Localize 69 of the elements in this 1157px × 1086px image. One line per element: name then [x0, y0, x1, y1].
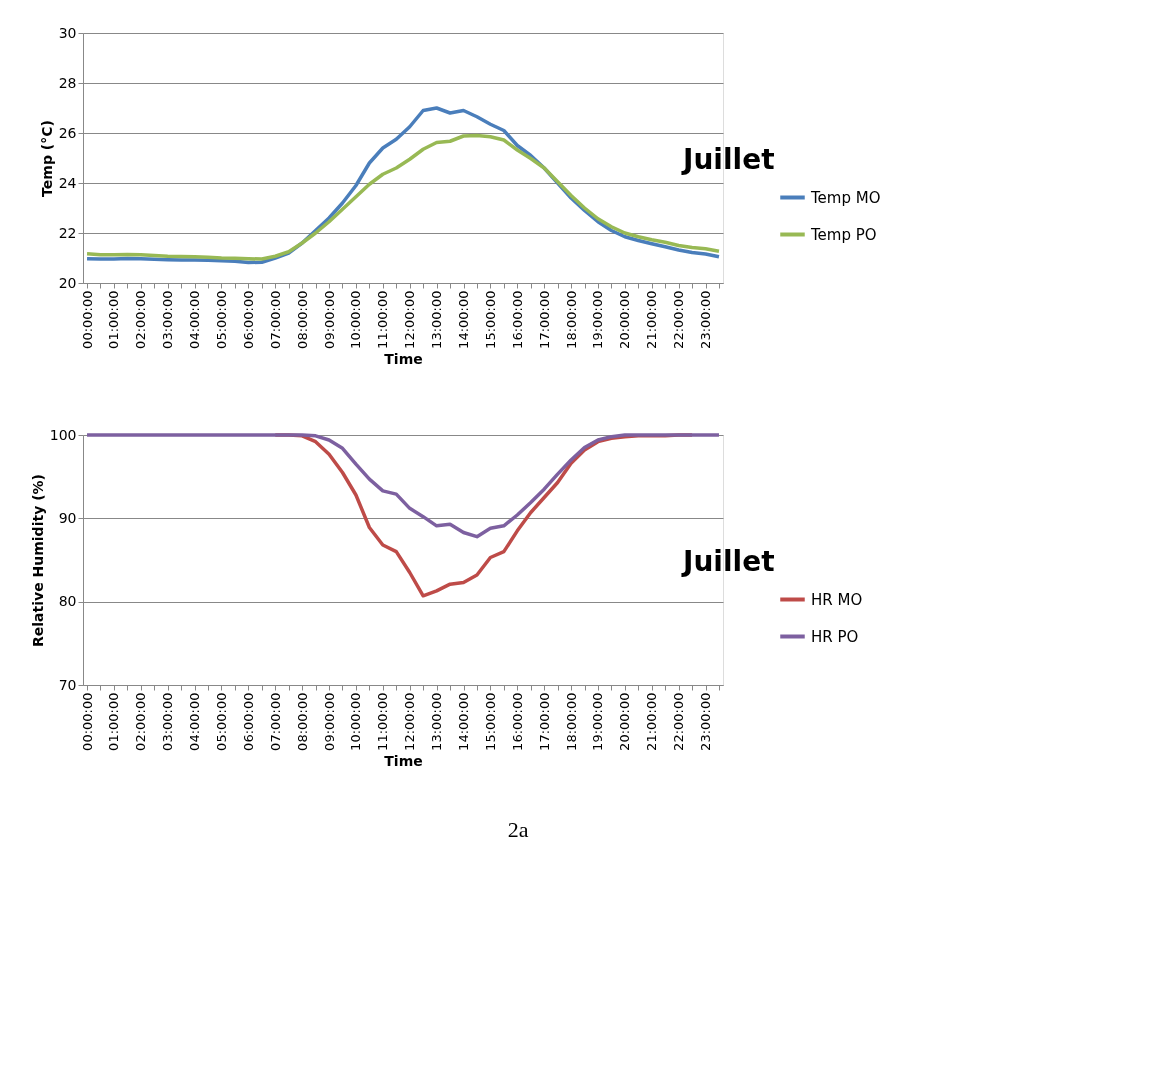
y-tick-label: 28 [58, 74, 77, 91]
x-tick-label: 04:00:00 [187, 692, 203, 751]
x-tick-label: 21:00:00 [644, 290, 660, 349]
legend-label: Temp MO [810, 188, 881, 207]
x-tick-label: 01:00:00 [106, 692, 122, 751]
y-tick-label: 30 [58, 24, 77, 41]
text: Juillet [681, 544, 775, 578]
x-tick-label: 07:00:00 [267, 692, 283, 751]
x-tick-label: 03:00:00 [160, 692, 176, 751]
x-axis-title: Time [384, 752, 423, 769]
x-tick-label: 11:00:00 [375, 290, 391, 349]
y-tick-label: 80 [58, 593, 77, 610]
x-tick-label: 12:00:00 [402, 692, 418, 751]
x-tick-label: 00:00:00 [79, 692, 95, 751]
x-tick-label: 03:00:00 [160, 290, 176, 349]
x-tick-label: 04:00:00 [187, 290, 203, 349]
x-tick-label: 19:00:00 [590, 692, 606, 751]
y-tick-label: 22 [58, 224, 77, 241]
x-tick-label: 17:00:00 [536, 692, 552, 751]
x-tick-label: 10:00:00 [348, 290, 364, 349]
x-tick-label: 08:00:00 [294, 692, 310, 751]
y-axis-title: Relative Humidity (%) [29, 474, 46, 647]
x-tick-label: 16:00:00 [509, 290, 525, 349]
x-tick-label: 13:00:00 [429, 692, 445, 751]
legend-label: Temp PO [810, 225, 877, 244]
x-tick-label: 14:00:00 [456, 692, 471, 751]
text: 2a [507, 817, 529, 842]
x-tick-label: 23:00:00 [698, 290, 714, 349]
x-axis-title: Time [384, 350, 423, 367]
y-tick-label: 24 [58, 174, 77, 191]
x-tick-label: 09:00:00 [321, 290, 337, 349]
y-tick-label: 26 [58, 124, 77, 141]
x-tick-label: 02:00:00 [133, 290, 149, 349]
x-tick-label: 02:00:00 [133, 692, 149, 751]
x-tick-label: 06:00:00 [240, 290, 256, 349]
x-tick-label: 17:00:00 [536, 290, 552, 349]
x-tick-label: 18:00:00 [563, 692, 579, 751]
x-tick-label: 11:00:00 [375, 692, 391, 751]
legend-label: HR PO [811, 627, 859, 646]
y-tick-label: 20 [58, 274, 77, 291]
x-tick-label: 22:00:00 [671, 692, 687, 751]
x-tick-label: 05:00:00 [213, 290, 229, 349]
x-tick-label: 18:00:00 [563, 290, 579, 349]
y-tick-label: 100 [49, 426, 77, 443]
x-tick-label: 15:00:00 [482, 692, 498, 751]
x-tick-label: 16:00:00 [509, 692, 525, 751]
x-tick-label: 09:00:00 [321, 692, 337, 751]
x-tick-label: 13:00:00 [429, 290, 445, 349]
x-tick-label: 20:00:00 [617, 692, 633, 751]
x-tick-label: 00:00:00 [79, 290, 95, 349]
y-axis-title: Temp (°C) [38, 120, 55, 197]
x-tick-label: 15:00:00 [482, 290, 498, 349]
x-tick-label: 07:00:00 [267, 290, 283, 349]
x-tick-label: 05:00:00 [213, 692, 229, 751]
x-tick-label: 14:00:00 [456, 290, 471, 349]
x-tick-label: 23:00:00 [698, 692, 714, 751]
text: Juillet [681, 142, 775, 176]
y-tick-label: 70 [58, 676, 77, 693]
x-tick-label: 08:00:00 [294, 290, 310, 349]
x-tick-label: 10:00:00 [348, 692, 364, 751]
x-tick-label: 22:00:00 [671, 290, 687, 349]
x-tick-label: 20:00:00 [617, 290, 633, 349]
x-tick-label: 06:00:00 [240, 692, 256, 751]
x-tick-label: 19:00:00 [590, 290, 606, 349]
x-tick-label: 21:00:00 [644, 692, 660, 751]
legend-label: HR MO [811, 590, 863, 609]
y-tick-label: 90 [58, 509, 77, 526]
x-tick-label: 01:00:00 [106, 290, 122, 349]
x-tick-label: 12:00:00 [402, 290, 418, 349]
